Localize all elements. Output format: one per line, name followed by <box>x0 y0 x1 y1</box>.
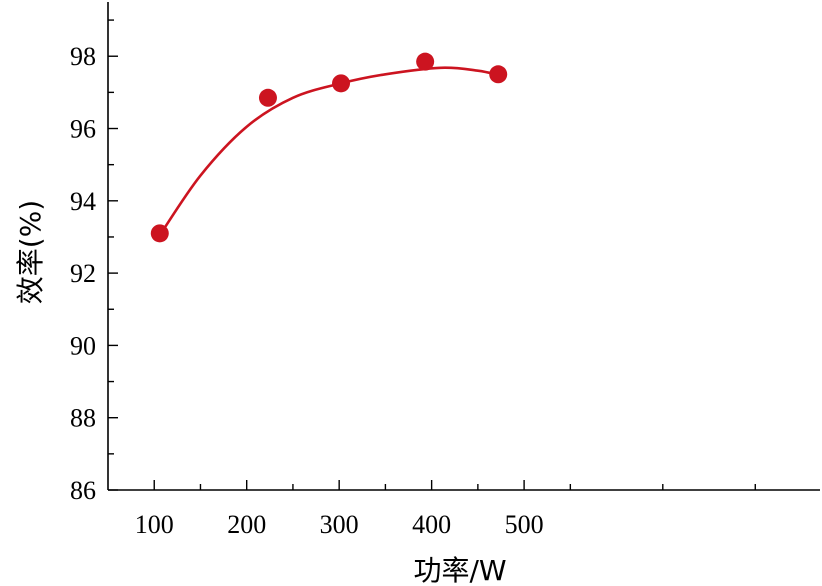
x-tick-label: 300 <box>320 510 359 539</box>
data-point <box>332 74 351 93</box>
y-tick-label: 96 <box>70 115 96 144</box>
y-tick-label: 94 <box>70 187 96 216</box>
fit-curve <box>158 66 499 236</box>
y-tick-label: 98 <box>70 42 96 71</box>
x-tick-label: 200 <box>227 510 266 539</box>
x-tick-label: 500 <box>505 510 544 539</box>
y-tick-label: 92 <box>70 259 96 288</box>
data-point <box>489 65 508 84</box>
y-axis-title: 效率(%) <box>14 200 47 304</box>
y-tick-label: 88 <box>70 404 96 433</box>
x-axis-title: 功率/W <box>413 554 506 586</box>
x-tick-label: 400 <box>412 510 451 539</box>
data-point <box>150 224 169 243</box>
data-points <box>150 52 508 243</box>
data-point <box>258 88 277 107</box>
axes <box>107 2 820 491</box>
y-tick-label: 90 <box>70 331 96 360</box>
data-point <box>416 52 435 71</box>
ticks <box>108 19 756 491</box>
y-tick-label: 86 <box>70 476 96 505</box>
tick-labels: 100 200 300 400 500 86 88 90 92 94 96 98 <box>70 42 544 539</box>
x-tick-label: 100 <box>135 510 174 539</box>
